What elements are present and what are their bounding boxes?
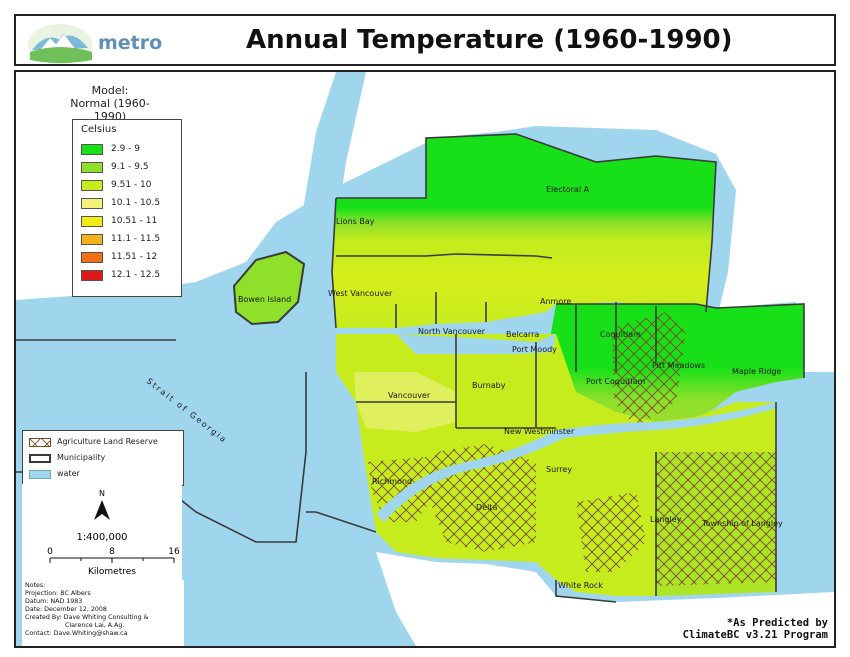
layer-label: Agriculture Land Reserve (57, 437, 158, 446)
place-electoral-a: Electoral A (546, 185, 590, 194)
scale-tick-16: 16 (168, 547, 180, 557)
legend-label: 10.51 - 11 (111, 216, 158, 226)
layers-legend: Agriculture Land Reserve Municipality wa… (22, 430, 184, 486)
notes-line: Contact: Dave.Whiting@shaw.ca (25, 630, 128, 637)
outer-land-south (376, 552, 834, 646)
legend-swatch (81, 162, 103, 173)
legend-swatch (81, 198, 103, 209)
place-maple-ridge: Maple Ridge (732, 367, 782, 376)
place-burnaby: Burnaby (472, 381, 506, 390)
legend-label: 11.51 - 12 (111, 252, 158, 262)
scale-line (49, 557, 175, 563)
legend-swatch (81, 180, 103, 191)
notes-line: Datum: NAD 1983 (25, 598, 83, 605)
place-delta: Delta (476, 503, 497, 512)
model-caption: Model: Normal (1960-1990) (60, 84, 160, 123)
legend-label: 11.1 - 11.5 (111, 234, 161, 244)
legend-title: Celsius (81, 124, 117, 135)
notes-line: Projection: BC Albers (25, 590, 91, 597)
logo-wordmark: metro (98, 32, 163, 54)
legend-swatch (81, 144, 103, 155)
outer-land-north (16, 72, 834, 372)
place-north-vancouver: North Vancouver (418, 327, 486, 336)
scale-bar: N 1:400,000 0 8 16 Kilometres (22, 484, 182, 580)
bowen-island (232, 250, 306, 326)
alr-surrey (576, 492, 646, 572)
legend-label: 9.51 - 10 (111, 180, 152, 190)
outline-swatch-icon (29, 454, 51, 463)
notes-line: Date: December 12, 2008 (25, 606, 107, 613)
place-west-vancouver: West Vancouver (328, 289, 393, 298)
scale-ratio: 1:400,000 (76, 532, 127, 543)
north-arrow-icon (94, 500, 110, 520)
place-richmond: Richmond (372, 477, 412, 486)
municipality-boundaries (16, 133, 805, 603)
place-coquitlam: Coquitlam (600, 330, 641, 339)
place-pitt-meadows: Pitt Meadows (652, 361, 705, 370)
scale-unit: Kilometres (88, 567, 136, 577)
scale-tick-8: 8 (109, 547, 115, 557)
place-surrey: Surrey (546, 465, 572, 474)
scale-tick-0: 0 (47, 547, 53, 557)
map-panel: Strait of Georgia Electoral A Lions Bay … (14, 70, 836, 648)
legend-swatch (81, 216, 103, 227)
burrard-inlet (396, 334, 556, 354)
temperature-legend: Celsius 2.9 - 9 9.1 - 9.5 9.51 - 10 10.1… (72, 119, 182, 297)
place-langley: Langley (650, 515, 682, 524)
notes-line: Clarence Lai, A.Ag. (25, 622, 125, 629)
map-header: metro Annual Temperature (1960-1990) (14, 14, 836, 66)
map-title: Annual Temperature (1960-1990) (246, 25, 733, 55)
credit-line-1: *As Predicted by (726, 617, 828, 629)
place-labels: Electoral A Lions Bay Bowen Island West … (238, 185, 783, 590)
pitt-lake (706, 182, 736, 322)
alr-pitt (612, 312, 686, 428)
place-bowen-island: Bowen Island (238, 295, 291, 304)
legend-label: 10.1 - 10.5 (111, 198, 161, 208)
legend-label: 12.1 - 12.5 (111, 270, 161, 280)
howe-sound (296, 72, 366, 272)
scale-graphic: N 1:400,000 0 8 16 Kilometres (47, 489, 180, 577)
place-belcarra: Belcarra (506, 330, 539, 339)
alr-langley (656, 452, 776, 586)
north-letter: N (99, 489, 105, 498)
metro-logo (28, 24, 92, 64)
place-lions-bay: Lions Bay (336, 217, 375, 226)
notes-line: Created By: Dave Whiting Consulting & (25, 614, 149, 621)
layer-label: water (57, 469, 80, 478)
fraser-river (376, 402, 776, 522)
legend-swatch (81, 270, 103, 281)
temperature-map: Strait of Georgia Electoral A Lions Bay … (16, 72, 834, 646)
place-port-moody: Port Moody (512, 345, 557, 354)
legend-swatch (81, 252, 103, 263)
place-vancouver: Vancouver (388, 391, 431, 400)
place-new-westminster: New Westminster (504, 427, 575, 436)
legend-label: 9.1 - 9.5 (111, 162, 149, 172)
credit-line-2: ClimateBC v3.21 Program (682, 629, 828, 641)
model-line-1: Model: (91, 84, 129, 97)
region-north-shore (332, 134, 716, 328)
map-notes: Notes: Projection: BC Albers Datum: NAD … (22, 580, 184, 646)
place-anmore: Anmore (540, 297, 571, 306)
model-credit: *As Predicted by ClimateBC v3.21 Program (683, 617, 828, 641)
hatch-swatch-icon (29, 438, 51, 447)
place-township-of-langley: Township of Langley (701, 519, 783, 528)
layer-label: Municipality (57, 453, 106, 462)
place-port-coquitlam: Port Coquitlam (586, 377, 646, 386)
notes-line: Notes: (25, 582, 46, 589)
water-swatch-icon (29, 470, 51, 479)
legend-label: 2.9 - 9 (111, 144, 141, 154)
place-white-rock: White Rock (558, 581, 603, 590)
legend-swatch (81, 234, 103, 245)
